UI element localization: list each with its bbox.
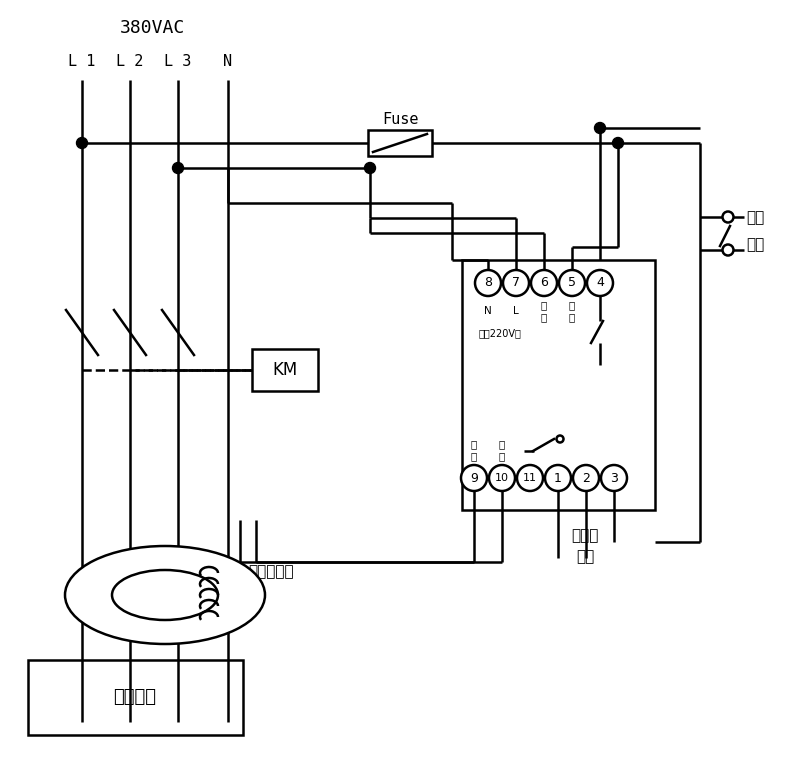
Text: 380VAC: 380VAC — [120, 19, 186, 37]
Text: L 3: L 3 — [164, 55, 192, 70]
Text: 電源220V～: 電源220V～ — [478, 328, 522, 338]
Circle shape — [77, 137, 87, 148]
Circle shape — [173, 162, 183, 173]
Text: 1: 1 — [554, 472, 562, 484]
Text: 試
驗: 試 驗 — [569, 300, 575, 322]
Circle shape — [722, 244, 734, 255]
Text: 3: 3 — [610, 472, 618, 484]
Text: 開關: 開關 — [746, 237, 764, 252]
Text: 2: 2 — [582, 472, 590, 484]
Circle shape — [722, 212, 734, 223]
Bar — [368, 130, 432, 156]
Text: 9: 9 — [470, 472, 478, 484]
Text: 11: 11 — [523, 473, 537, 483]
Circle shape — [594, 123, 606, 134]
Text: 5: 5 — [568, 276, 576, 290]
Text: 試
驗: 試 驗 — [541, 300, 547, 322]
Circle shape — [365, 162, 375, 173]
Text: 自鎖: 自鎖 — [746, 211, 764, 226]
Text: 用戶設備: 用戶設備 — [114, 688, 157, 706]
Text: N: N — [223, 55, 233, 70]
Text: Fuse: Fuse — [382, 112, 418, 127]
Circle shape — [557, 436, 563, 443]
Circle shape — [475, 270, 501, 296]
Circle shape — [461, 465, 487, 491]
Text: L 2: L 2 — [116, 55, 144, 70]
Circle shape — [545, 465, 571, 491]
Text: L 1: L 1 — [68, 55, 96, 70]
Text: 接聲光: 接聲光 — [571, 529, 598, 544]
Text: 4: 4 — [596, 276, 604, 290]
Circle shape — [559, 270, 585, 296]
Text: KM: KM — [272, 361, 298, 379]
Text: 8: 8 — [484, 276, 492, 290]
Text: L: L — [513, 306, 519, 316]
Circle shape — [531, 270, 557, 296]
Circle shape — [601, 465, 627, 491]
Text: 報警: 報警 — [576, 550, 594, 565]
Text: 6: 6 — [540, 276, 548, 290]
Circle shape — [573, 465, 599, 491]
Bar — [28, 660, 243, 735]
Text: 10: 10 — [495, 473, 509, 483]
Circle shape — [489, 465, 515, 491]
Circle shape — [503, 270, 529, 296]
Ellipse shape — [112, 570, 218, 620]
Circle shape — [613, 137, 623, 148]
Text: 信
號: 信 號 — [499, 439, 505, 461]
Text: 7: 7 — [512, 276, 520, 290]
Bar — [252, 349, 318, 391]
Ellipse shape — [65, 546, 265, 644]
Text: 信
號: 信 號 — [471, 439, 477, 461]
Text: 零序互感器: 零序互感器 — [248, 565, 294, 580]
Circle shape — [587, 270, 613, 296]
Circle shape — [517, 465, 543, 491]
Text: N: N — [484, 306, 492, 316]
Bar — [462, 260, 655, 510]
